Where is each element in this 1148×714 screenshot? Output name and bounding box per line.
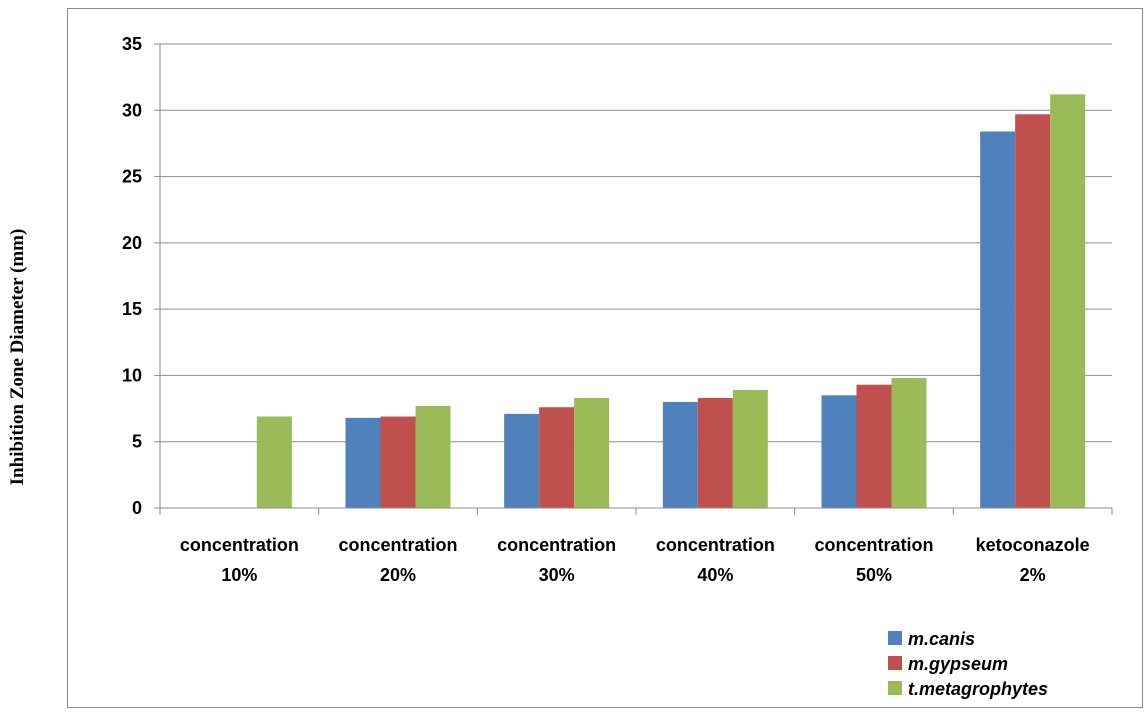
bar-t-metagrophytes: [1050, 94, 1086, 509]
bar-t-metagrophytes: [891, 378, 927, 508]
x-tick-label: 10%: [221, 565, 257, 585]
x-tick-label: 20%: [380, 565, 416, 585]
y-tick-label: 5: [132, 432, 142, 452]
bar-m-canis: [980, 131, 1016, 509]
bar-m-gypseum: [856, 384, 892, 508]
y-tick-label: 35: [122, 34, 142, 54]
bar-m-canis: [821, 395, 857, 508]
bar-m-gypseum: [697, 397, 733, 508]
bars: [256, 94, 1086, 509]
bar-t-metagrophytes: [415, 405, 451, 508]
bar-t-metagrophytes: [732, 390, 768, 508]
x-tick-label: concentration: [497, 535, 616, 555]
bar-t-metagrophytes: [256, 416, 292, 508]
chart-area: [67, 8, 1143, 708]
x-tick-label: 50%: [856, 565, 892, 585]
legend-label: m.canis: [908, 629, 975, 649]
bar-t-metagrophytes: [574, 397, 610, 508]
y-tick-label: 20: [122, 233, 142, 253]
legend-label: t.metagrophytes: [908, 679, 1048, 699]
x-tick-label: concentration: [180, 535, 299, 555]
x-tick-label: 40%: [697, 565, 733, 585]
x-tick-label: concentration: [814, 535, 933, 555]
x-tick-label: concentration: [338, 535, 457, 555]
bar-m-gypseum: [380, 416, 416, 508]
legend-swatch: [888, 631, 902, 645]
legend-swatch: [888, 656, 902, 670]
y-tick-label: 30: [122, 100, 142, 120]
bar-m-canis: [345, 417, 381, 508]
y-tick-label: 15: [122, 299, 142, 319]
x-tick-label: 30%: [539, 565, 575, 585]
legend-label: m.gypseum: [908, 654, 1008, 674]
bar-m-canis: [504, 413, 540, 508]
x-tick-label: 2%: [1020, 565, 1046, 585]
legend-swatch: [888, 681, 902, 695]
x-tick-label: ketoconazole: [976, 535, 1090, 555]
gridlines: [160, 43, 1112, 443]
bar-m-canis: [662, 401, 698, 508]
bar-m-gypseum: [539, 407, 575, 508]
y-tick-label: 0: [132, 498, 142, 518]
legend: m.canis m.gypseum t.metagrophytes: [888, 629, 1048, 699]
y-tick-label: 10: [122, 365, 142, 385]
axes: 0 5 10 15 20 25 30 35 concentration 10% concentrat…: [122, 34, 1113, 585]
y-tick-label: 25: [122, 167, 142, 187]
x-tick-label: concentration: [656, 535, 775, 555]
bar-m-gypseum: [1015, 114, 1051, 509]
